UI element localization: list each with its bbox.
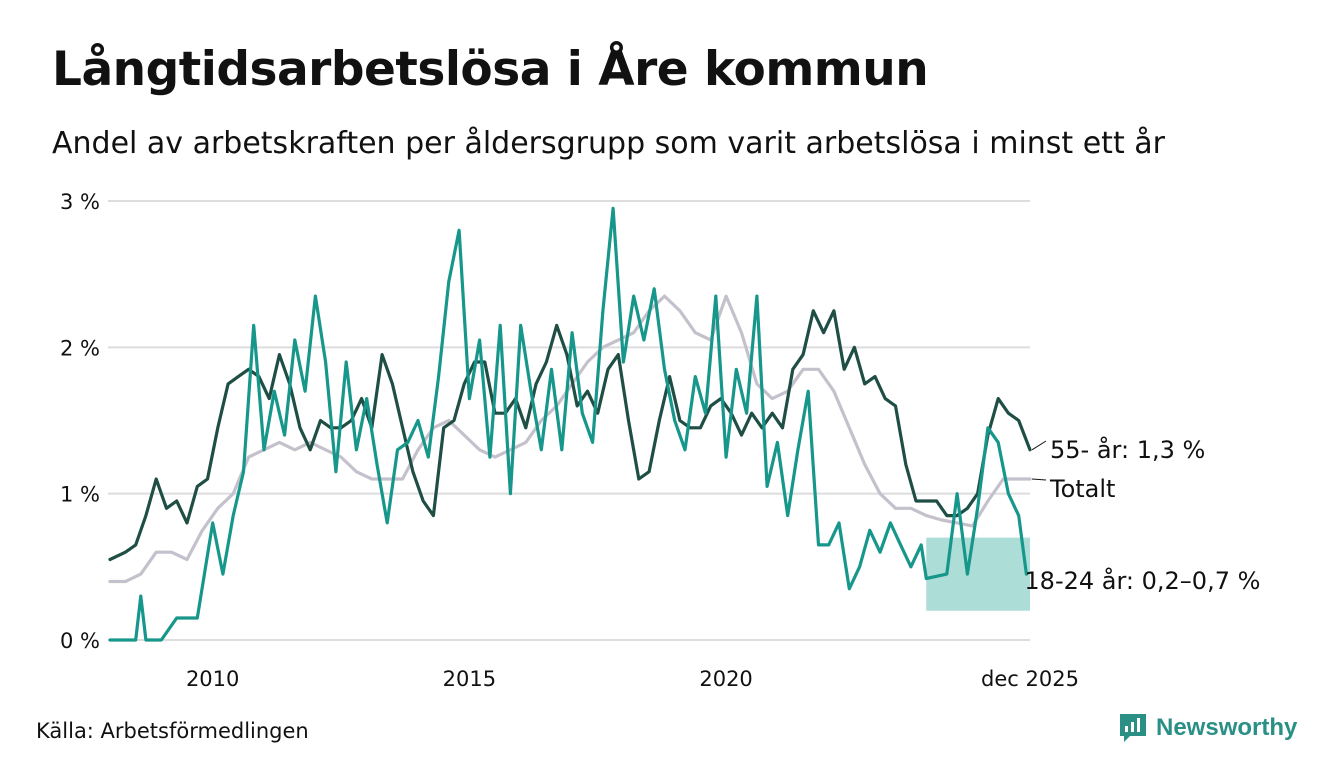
y-tick-label: 0 % [60,629,100,653]
y-tick-label: 1 % [60,483,100,507]
series-line [108,206,1028,642]
newsworthy-logo-icon [1120,714,1146,742]
grid-lines [108,200,1030,641]
series-end-label: Totalt [1049,475,1115,503]
x-tick-label: 2010 [186,667,239,691]
line-chart: 0 % 1 % 2 % 3 % 2010 2015 2020 dec 2025 Totalt… [60,190,1260,691]
uncertainty-bands [926,537,1030,611]
brand-name: Newsworthy [1156,714,1298,741]
series-lines [108,206,1032,642]
chart-title: Långtidsarbetslösa i Åre kommun [52,42,929,97]
label-leader-line [1031,440,1047,451]
series-line [108,309,1032,562]
label-leader-line [1031,478,1047,481]
y-tick-label: 2 % [60,336,100,360]
y-tick-label: 3 % [60,190,100,214]
x-axis-ticks: 2010 2015 2020 dec 2025 [186,667,1079,691]
x-tick-label: dec 2025 [981,667,1079,691]
series-end-label: 55- år: 1,3 % [1050,435,1205,464]
series-end-label: 18-24 år: 0,2–0,7 % [1024,566,1260,595]
chart-subtitle: Andel av arbetskraften per åldersgrupp s… [52,126,1165,161]
brand-logo[interactable]: Newsworthy [1118,712,1297,744]
x-tick-label: 2015 [443,667,496,691]
x-tick-label: 2020 [699,667,752,691]
end-labels: Totalt 55- år: 1,3 % 18-24 år: 0,2–0,7 % [1024,435,1260,595]
source-note: Källa: Arbetsförmedlingen [36,719,309,743]
uncertainty-band [926,537,1030,611]
y-axis-ticks: 0 % 1 % 2 % 3 % [60,190,100,653]
